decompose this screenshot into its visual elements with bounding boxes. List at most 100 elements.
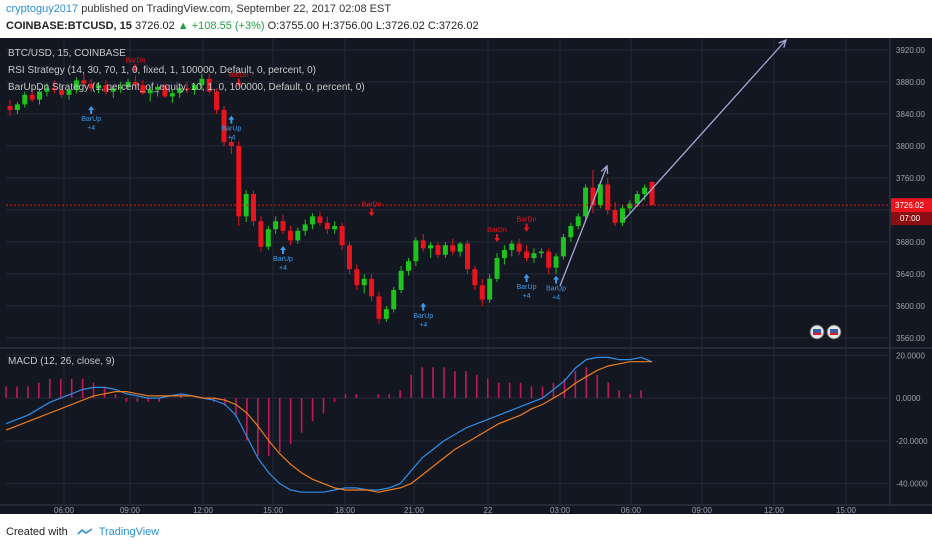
candle-body [590, 187, 596, 206]
candle-body [413, 240, 419, 262]
candle-body [627, 203, 633, 209]
time-tick-label: 06:00 [54, 506, 75, 514]
chart-header: cryptoguy2017 published on TradingView.c… [0, 0, 932, 38]
candle-body [110, 88, 116, 92]
candle-body [118, 86, 124, 89]
candle-body [14, 104, 20, 110]
candle-body [7, 106, 13, 110]
candle-body [51, 88, 57, 90]
price-tick-label: 3880.00 [896, 78, 925, 87]
published-text: published on TradingView.com, September … [81, 3, 392, 15]
time-tick-label: 15:00 [263, 506, 284, 514]
time-tick-label: 22 [484, 506, 493, 514]
macd-tick-label: 0.0000 [896, 394, 921, 403]
footer-text: Created with TradingView [6, 526, 159, 538]
chart-svg[interactable]: 3920.003880.003840.003800.003760.003720.… [0, 38, 932, 514]
candle-body [265, 229, 271, 247]
bar-up-arrow-icon [553, 275, 560, 284]
candle-body [383, 309, 389, 319]
bar-up-arrow-icon [420, 302, 427, 311]
candle-body [501, 250, 507, 258]
candle-body [273, 221, 279, 230]
candle-body [391, 290, 397, 310]
candle-body [310, 216, 316, 225]
projection-arrow-long [623, 39, 787, 221]
projection-arrow-long-head [778, 38, 787, 48]
time-tick-label: 12:00 [764, 506, 785, 514]
bar-dn-arrow-icon [132, 64, 139, 73]
event-flag-icon [813, 329, 821, 335]
candle-body [442, 245, 448, 255]
time-tick-label: 06:00 [621, 506, 642, 514]
bar-up-label: BarUp [546, 286, 566, 293]
bar-up-arrow-icon [228, 115, 235, 124]
price-tick-label: 3600.00 [896, 302, 925, 311]
candle-body [147, 90, 153, 94]
candle-body [472, 269, 478, 286]
candle-body [531, 253, 537, 258]
candle-body [44, 88, 50, 92]
candle-body [96, 85, 102, 89]
candle-body [361, 278, 367, 286]
time-tick-label: 09:00 [120, 506, 141, 514]
time-tick-label: 09:00 [692, 506, 713, 514]
candle-body [228, 142, 234, 146]
countdown-label: 07:00 [900, 214, 921, 223]
bar-dn-arrow-icon [368, 208, 375, 217]
symbol-line: COINBASE:BTCUSD, 15 3726.02 ▲ +108.55 (+… [6, 20, 479, 32]
candle-body [37, 91, 43, 100]
candle-body [295, 230, 301, 241]
candle-body [524, 251, 530, 258]
candle-body [369, 278, 375, 297]
tradingview-logo-icon [77, 528, 93, 535]
candle-body [199, 78, 205, 86]
candle-body [546, 251, 552, 268]
bar-dn-label: BarDn [517, 217, 537, 224]
bar-up-label: BarUp [517, 284, 537, 291]
bar-up-label: BarUp [221, 126, 241, 133]
candle-body [435, 245, 441, 255]
candle-body [642, 187, 648, 194]
candle-body [287, 230, 293, 241]
legend-barupdn-strategy[interactable]: BarUpDn Strategy (1, percent_of_equity, … [8, 82, 365, 93]
candle-body [398, 270, 404, 290]
bar-up-arrow-icon [523, 274, 530, 282]
candle-body [568, 226, 574, 238]
candle-body [251, 194, 257, 222]
event-flag-icon [830, 333, 838, 335]
bar-up-arrow-icon [280, 246, 287, 254]
candle-body [575, 216, 581, 226]
bar-dn-arrow-icon [494, 234, 501, 242]
candle-body [509, 243, 515, 250]
candle-body [258, 221, 264, 247]
footer: Created with TradingView [0, 514, 932, 550]
bar-up-qty: +4 [87, 125, 95, 132]
candle-body [339, 226, 345, 246]
created-with-label: Created with [6, 526, 68, 538]
bar-up-arrow-icon [88, 106, 95, 114]
symbol-label: COINBASE:BTCUSD, 15 [6, 20, 132, 32]
tradingview-brand-link[interactable]: TradingView [98, 526, 160, 538]
price-tick-label: 3760.00 [896, 174, 925, 183]
candle-body [428, 245, 434, 249]
bar-dn-arrow-icon [523, 223, 530, 232]
legend-rsi-strategy[interactable]: RSI Strategy (14, 30, 70, 1, 0, fixed, 1… [8, 65, 316, 76]
candle-body [612, 210, 618, 223]
candle-body [516, 243, 522, 252]
bar-up-qty: +4 [552, 295, 560, 302]
time-tick-label: 03:00 [550, 506, 571, 514]
candle-body [324, 222, 330, 230]
bar-dn-arrow-icon [235, 78, 242, 87]
author-link[interactable]: cryptoguy2017 [6, 3, 79, 15]
bar-up-label: BarUp [413, 313, 433, 320]
candle-body [317, 216, 323, 223]
legend-macd[interactable]: MACD (12, 26, close, 9) [8, 356, 115, 367]
bar-up-qty: +4 [227, 135, 235, 142]
candle-body [457, 243, 463, 252]
macd-tick-label: -20.0000 [896, 437, 928, 446]
chart-area[interactable]: 3920.003880.003840.003800.003760.003720.… [0, 38, 932, 514]
bar-dn-label: BarDn [126, 57, 146, 64]
candle-body [184, 88, 190, 90]
projection-arrow-short-head [600, 164, 609, 175]
macd-line [5, 356, 653, 493]
